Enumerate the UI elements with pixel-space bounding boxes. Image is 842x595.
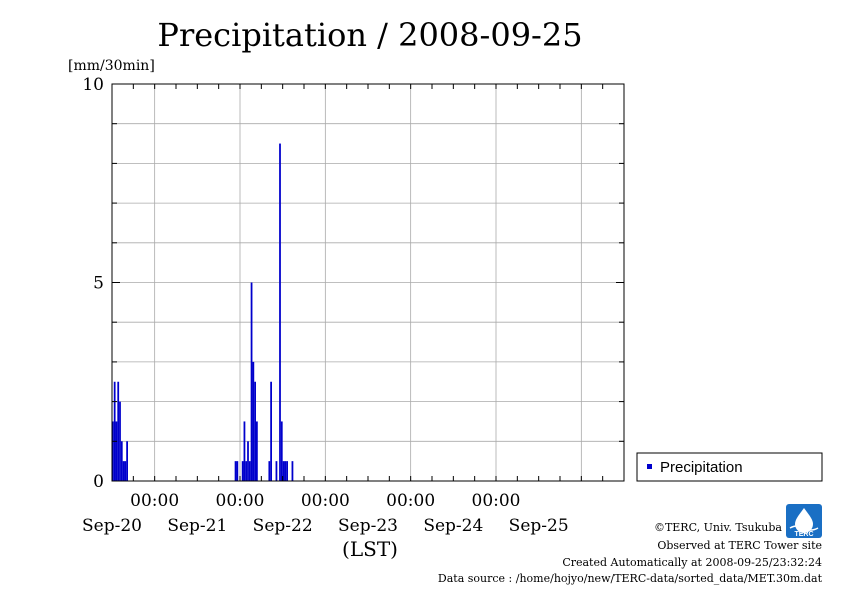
x-tick-time-label: 00:00 xyxy=(130,491,179,511)
precipitation-bar xyxy=(236,461,239,481)
precipitation-bar xyxy=(245,461,248,481)
x-tick-date-label: Sep-23 xyxy=(338,516,398,536)
x-axis-title: (LST) xyxy=(342,537,398,561)
axis-ticks xyxy=(112,83,624,482)
precipitation-bar xyxy=(268,461,271,481)
x-tick-date-label: Sep-20 xyxy=(82,516,142,536)
precipitation-bar xyxy=(270,381,272,481)
x-tick-labels: 00:00 Sep-20 00:00 Sep-21 00:00 Sep-22 00:00 Se… xyxy=(82,491,569,536)
grid xyxy=(112,84,624,481)
precipitation-bar xyxy=(234,461,237,481)
precipitation-bar xyxy=(248,461,251,481)
wave-icon xyxy=(789,525,819,531)
precipitation-bar xyxy=(280,421,283,481)
credit-site: Observed at TERC Tower site xyxy=(657,539,822,552)
x-tick-time-label: 00:00 xyxy=(216,491,265,511)
credit-copyright: ©TERC, Univ. Tsukuba xyxy=(654,521,782,534)
precipitation-bar xyxy=(117,381,120,481)
precipitation-bar xyxy=(119,401,121,481)
precipitation-bar xyxy=(256,421,258,481)
precipitation-bar xyxy=(122,461,125,481)
precipitation-bar xyxy=(282,461,285,481)
bars xyxy=(112,143,294,482)
credit-created: Created Automatically at 2008-09-25/23:3… xyxy=(562,556,822,569)
x-tick-date-label: Sep-21 xyxy=(167,516,227,536)
precipitation-bar xyxy=(252,361,255,481)
x-tick-date-label: Sep-22 xyxy=(253,516,313,536)
y-tick-label: 0 xyxy=(93,472,104,492)
precipitation-bar xyxy=(124,461,127,481)
credits: ©TERC, Univ. Tsukuba Observed at TERC To… xyxy=(438,521,823,585)
terc-logo: TERC xyxy=(786,504,822,538)
logo-text: TERC xyxy=(794,531,813,538)
precipitation-bar xyxy=(250,282,253,481)
precipitation-bar xyxy=(284,461,287,481)
x-tick-date-label: Sep-25 xyxy=(509,516,569,536)
precipitation-bar xyxy=(120,441,123,481)
precipitation-bar xyxy=(286,461,288,481)
x-tick-date-label: Sep-24 xyxy=(423,516,483,536)
x-tick-time-label: 00:00 xyxy=(301,491,350,511)
x-tick-time-label: 00:00 xyxy=(472,491,521,511)
precipitation-bar xyxy=(126,441,128,481)
precipitation-bar xyxy=(241,461,244,481)
credit-source: Data source : /home/hojyo/new/TERC-data/… xyxy=(438,572,823,585)
precipitation-bar xyxy=(113,381,116,481)
precipitation-bar xyxy=(279,143,281,482)
legend-box xyxy=(636,452,823,482)
chart-title: Precipitation / 2008-09-25 xyxy=(157,16,582,54)
precipitation-bar xyxy=(275,461,278,481)
precipitation-bar xyxy=(243,421,246,481)
precipitation-bar xyxy=(247,441,249,481)
legend: Precipitation xyxy=(636,452,823,482)
x-tick-time-label: 00:00 xyxy=(386,491,435,511)
precipitation-bar xyxy=(254,381,256,481)
precipitation-bar xyxy=(112,421,114,481)
precipitation-bar xyxy=(115,421,118,481)
legend-label: Precipitation xyxy=(660,459,743,476)
y-tick-label: 10 xyxy=(82,75,104,95)
legend-swatch xyxy=(647,464,652,469)
y-tick-label: 5 xyxy=(93,274,104,294)
y-tick-labels: 0 5 10 xyxy=(82,75,104,492)
precipitation-bar xyxy=(291,461,294,481)
y-axis-unit-label: [mm/30min] xyxy=(68,58,155,74)
